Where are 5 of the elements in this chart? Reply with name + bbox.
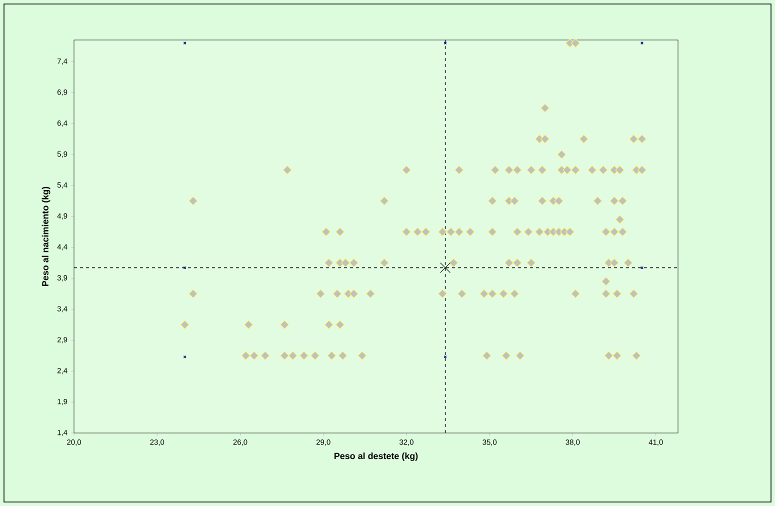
point	[440, 262, 451, 274]
x-axis-title: Peso al destete (kg)	[334, 452, 418, 461]
point	[183, 355, 186, 358]
point	[183, 266, 186, 270]
y-axis-title: Peso al nacimiento (kg)	[42, 186, 50, 286]
